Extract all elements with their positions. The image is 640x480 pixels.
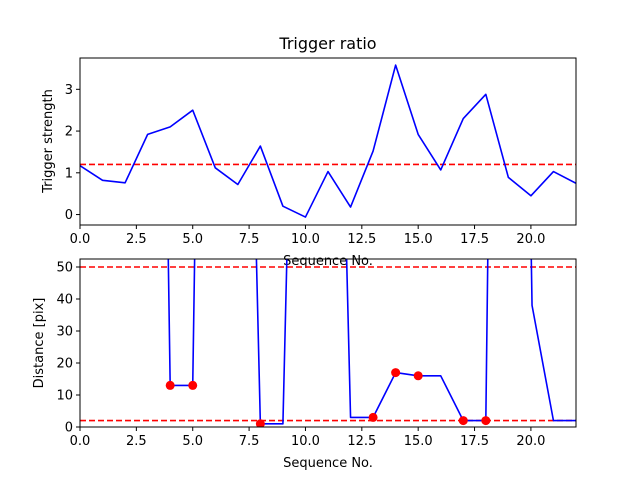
data-point: [188, 380, 198, 390]
data-point: [413, 371, 423, 381]
x-axis-label: Sequence No.: [283, 254, 373, 269]
x-tick-label: 0.0: [70, 232, 91, 247]
x-tick-label: 20.0: [516, 434, 545, 449]
y-axis-label: Trigger strength: [41, 89, 56, 194]
x-tick-label: 7.5: [239, 232, 260, 247]
x-tick-label: 15.0: [404, 434, 433, 449]
data-point: [368, 412, 378, 422]
chart-trigger-ratio: Trigger ratio 0.0 2.5 5.0 7.5 10.0 12.5 15.0 17…: [41, 34, 577, 269]
x-tick-label: 20.0: [516, 232, 545, 247]
data-point: [165, 380, 175, 390]
chart-title: Trigger ratio: [278, 34, 376, 53]
plot-area-top: [80, 64, 576, 218]
x-tick-label: 5.0: [182, 434, 203, 449]
y-axis-label: Distance [pix]: [32, 298, 47, 389]
y-tick-label: 1: [65, 166, 73, 181]
x-tick-label: 15.0: [404, 232, 433, 247]
y-tick-label: 2: [65, 125, 73, 140]
x-tick-label: 0.0: [70, 434, 91, 449]
plot-area-bottom: [80, 259, 576, 427]
x-tick-label: 12.5: [347, 232, 376, 247]
y-tick-label: 0: [65, 421, 73, 436]
y-tick-label: 40: [56, 293, 73, 308]
x-tick-label: 2.5: [126, 434, 147, 449]
y-tick-label: 3: [65, 83, 73, 98]
data-point: [481, 416, 491, 426]
y-tick-label: 0: [65, 208, 73, 223]
x-tick-label: 12.5: [347, 434, 376, 449]
x-axis-label: Sequence No.: [283, 456, 373, 471]
x-tick-label: 17.5: [460, 434, 489, 449]
x-tick-label: 17.5: [460, 232, 489, 247]
x-tick-label: 2.5: [126, 232, 147, 247]
axes-frame-bottom: [79, 258, 577, 428]
data-point: [391, 368, 401, 378]
axes-frame-top: [79, 57, 577, 226]
chart-distance: 0.0 2.5 5.0 7.5 10.0 12.5 15.0 17.5 20.0 0 10 20 30…: [32, 258, 577, 471]
y-tick-label: 50: [56, 261, 73, 276]
x-tick-label: 7.5: [239, 434, 260, 449]
y-tick-label: 20: [56, 357, 73, 372]
data-point: [458, 416, 468, 426]
x-tick-label: 10.0: [291, 232, 320, 247]
series-line: [80, 64, 576, 218]
data-point: [255, 419, 265, 427]
y-tick-label: 30: [56, 325, 73, 340]
x-tick-label: 10.0: [291, 434, 320, 449]
x-tick-label: 5.0: [182, 232, 203, 247]
y-tick-label: 10: [56, 389, 73, 404]
